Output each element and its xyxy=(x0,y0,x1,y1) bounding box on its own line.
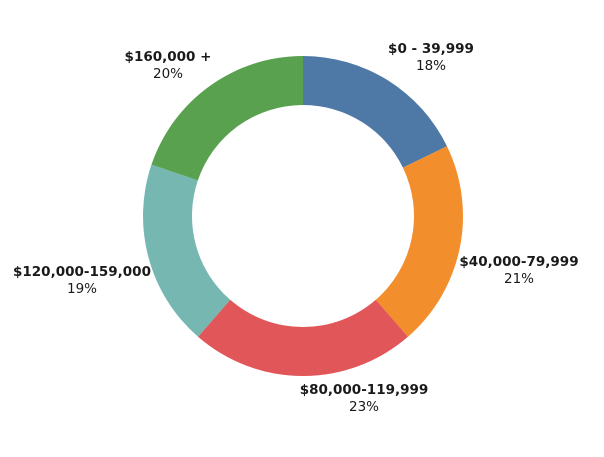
slice-label-5: $160,000 + xyxy=(125,49,212,65)
slice-label-3: $80,000-119,999 xyxy=(300,382,429,398)
slice-label-1: $0 - 39,999 xyxy=(388,41,474,57)
slice-label-4: $120,000-159,000 xyxy=(13,264,151,280)
donut-slices xyxy=(143,55,463,376)
donut-slice-1 xyxy=(303,56,448,168)
slice-percent-5: 20% xyxy=(153,66,183,82)
slice-percent-3: 23% xyxy=(349,399,379,415)
donut-slice-3 xyxy=(198,299,408,376)
donut-slice-5 xyxy=(151,55,303,181)
slice-label-2: $40,000-79,999 xyxy=(459,254,578,270)
slice-percent-2: 21% xyxy=(504,271,534,287)
donut-slice-2 xyxy=(375,146,463,337)
slice-percent-4: 19% xyxy=(67,281,97,297)
slice-percent-1: 18% xyxy=(416,58,446,74)
donut-slice-4 xyxy=(143,164,231,337)
